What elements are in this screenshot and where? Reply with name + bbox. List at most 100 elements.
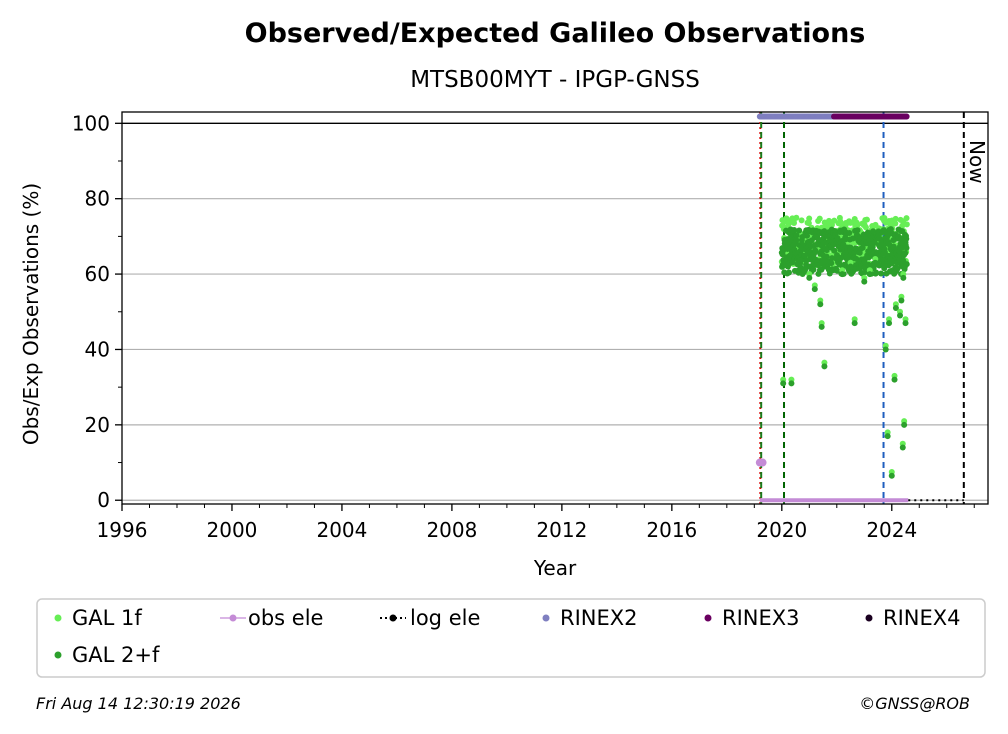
gal-2f-point	[866, 271, 873, 278]
legend-marker	[54, 614, 62, 622]
gal-2f-point	[873, 269, 880, 276]
gal-2f-point	[793, 232, 800, 239]
gal-2f-point	[861, 278, 868, 285]
x-tick-label: 2016	[646, 518, 697, 542]
gal-2f-point	[829, 255, 836, 262]
gal-2f-point	[882, 346, 889, 353]
gal-2f-point	[839, 271, 846, 278]
y-tick-label: 0	[97, 488, 110, 512]
gal-1f-point	[854, 222, 861, 229]
gal-2f-point	[788, 380, 795, 387]
gal-1f-point	[862, 224, 869, 231]
gal-2f-point	[870, 228, 877, 235]
gal-2f-point	[812, 248, 819, 255]
x-tick-label: 2004	[316, 518, 367, 542]
x-tick-label: 2000	[207, 518, 258, 542]
gal-2f-point	[796, 227, 803, 234]
gal-2f-point	[793, 237, 800, 244]
gal-2f-point	[903, 261, 910, 268]
gal-2f-point	[797, 247, 804, 254]
gal-2f-point	[890, 237, 897, 244]
legend-marker	[54, 651, 62, 659]
y-axis: 0 20 40 60 80 100	[72, 111, 122, 512]
chart: Observed/Expected Galileo Observations M…	[19, 18, 989, 678]
grid-lines	[122, 122, 988, 501]
data-marks	[755, 113, 964, 503]
gal-2f-point	[902, 250, 909, 257]
gal-2f-point	[886, 320, 893, 327]
gal-2f-point	[852, 245, 859, 252]
gal-2f-point	[842, 236, 849, 243]
gal-2f-point	[780, 380, 787, 387]
legend-marker	[865, 614, 873, 622]
y-tick-label: 20	[85, 413, 110, 437]
x-tick-label: 1996	[97, 518, 148, 542]
gal-2f-point	[834, 267, 841, 274]
chart-subtitle: MTSB00MYT - IPGP-GNSS	[410, 67, 700, 93]
gal-2f-point	[834, 234, 841, 241]
legend-marker	[542, 614, 550, 622]
gal-2f-point	[846, 230, 853, 237]
gal-2f-point	[878, 270, 885, 277]
gal-2f-point	[785, 269, 792, 276]
now-label: Now	[965, 140, 989, 184]
gal-2f-point	[811, 286, 818, 293]
gal-2f-point	[902, 320, 909, 327]
gal-2f-point	[854, 227, 861, 234]
gal-2f-point	[859, 244, 866, 251]
gal-1f-point	[903, 221, 910, 228]
gal-2f-point	[888, 472, 895, 479]
legend-label: RINEX4	[883, 606, 961, 630]
y-tick-label: 80	[85, 187, 110, 211]
x-tick-label: 2020	[756, 518, 807, 542]
y-tick-label: 40	[85, 337, 110, 361]
gal-2f-point	[817, 301, 824, 308]
chart-title: Observed/Expected Galileo Observations	[245, 18, 866, 49]
gal-2f-point	[900, 274, 907, 281]
gal-2f-point	[901, 421, 908, 428]
gal-2f-point	[891, 376, 898, 383]
y-axis-label: Obs/Exp Observations (%)	[19, 183, 43, 445]
footer-timestamp: Fri Aug 14 12:30:19 2026	[36, 694, 241, 713]
legend-label: obs ele	[248, 606, 323, 630]
x-axis: 1996 2000 2004 2008 2012 2016 2020 2024	[97, 504, 975, 542]
legend-marker	[389, 614, 397, 622]
gal-2f-point	[884, 433, 891, 440]
gal-2f-point	[899, 444, 906, 451]
gal-2f-point	[823, 253, 830, 260]
gal-1f-point	[892, 220, 899, 227]
gal-2f-point	[831, 247, 838, 254]
gal-2f-point	[872, 259, 879, 266]
gal-1f-point	[881, 214, 888, 221]
x-tick-label: 2008	[426, 518, 477, 542]
gal-2f-point	[791, 226, 798, 233]
gal-2f-point	[903, 244, 910, 251]
x-tick-label: 2024	[866, 518, 917, 542]
gal-2f-point	[828, 260, 835, 267]
legend-label: GAL 2+f	[72, 643, 160, 667]
x-axis-label: Year	[533, 556, 577, 580]
gal-2f-point	[851, 320, 858, 327]
vertical-event-lines	[759, 112, 965, 504]
y-tick-label: 60	[85, 262, 110, 286]
gal-2f-point	[869, 244, 876, 251]
plot-frame	[121, 111, 989, 505]
obs-ele-point	[758, 458, 767, 467]
legend-label: log ele	[410, 606, 480, 630]
gal-1f-point	[806, 215, 813, 222]
gal-1f-point	[892, 215, 899, 222]
gal-2f-point	[892, 305, 899, 311]
gal-1f-point	[816, 215, 823, 222]
x-tick-label: 2012	[536, 518, 587, 542]
legend: GAL 1f obs ele log ele RINEX2 RINEX3 RINEX4 GA…	[54, 606, 961, 667]
legend-marker	[704, 614, 712, 622]
gal-2f-point	[847, 263, 854, 270]
gal-1f-point	[863, 216, 870, 223]
gal-1f-point	[903, 215, 910, 222]
y-tick-label: 100	[72, 111, 110, 135]
rinex3-point	[903, 113, 910, 120]
gal-2f-point	[818, 323, 825, 330]
legend-label: RINEX2	[560, 606, 638, 630]
gal-2f-point	[804, 232, 811, 239]
gal-1f-point	[798, 217, 805, 224]
